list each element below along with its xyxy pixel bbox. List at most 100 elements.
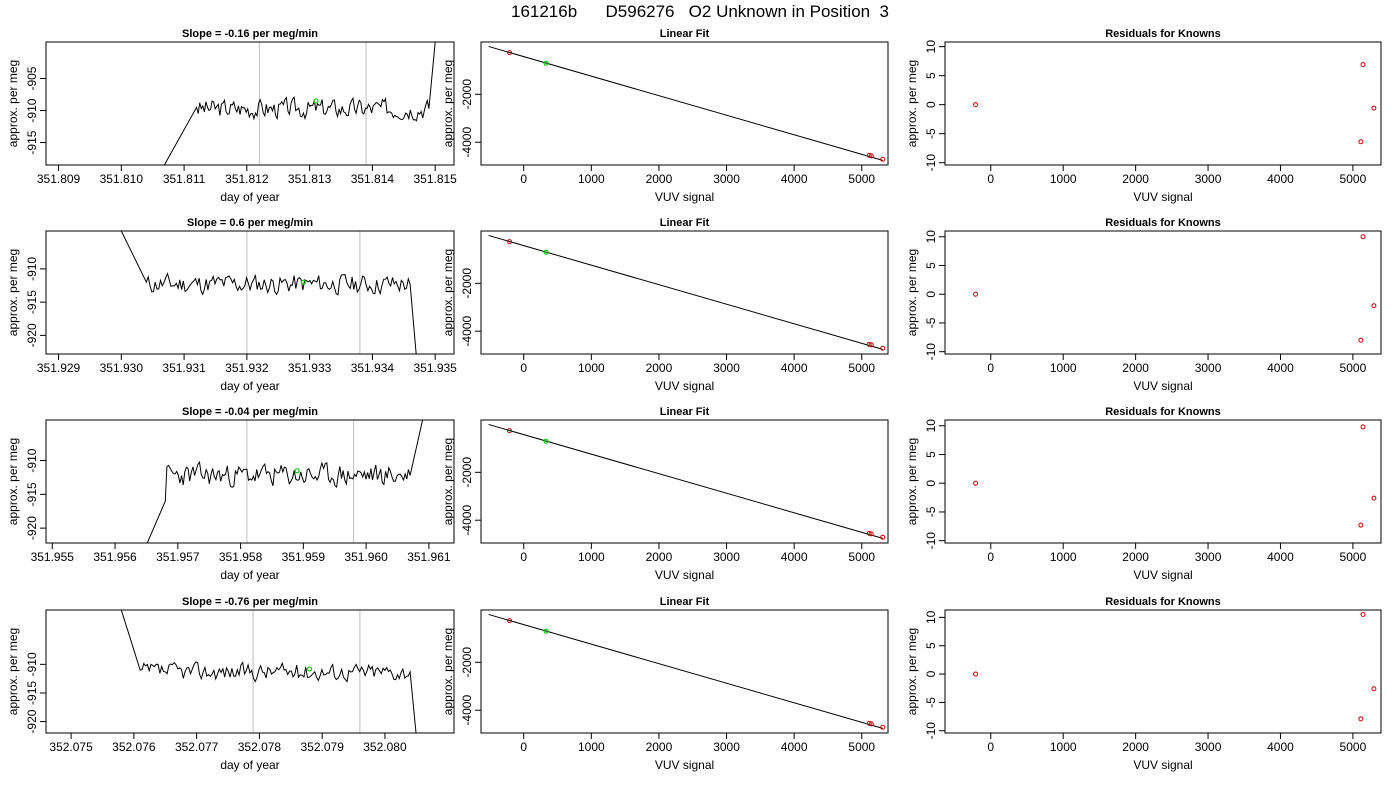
- fit-line: [488, 45, 883, 161]
- x-axis-label: VUV signal: [655, 568, 714, 582]
- x-tick-label: 3000: [1195, 361, 1222, 375]
- x-tick-label: 351.958: [219, 550, 263, 564]
- y-tick-label: 0: [924, 480, 938, 487]
- y-tick-label: -5: [924, 506, 938, 517]
- x-tick-label: 351.932: [225, 361, 269, 375]
- x-tick-label: 0: [987, 361, 994, 375]
- x-axis-label: VUV signal: [655, 758, 714, 772]
- series-line: [146, 420, 424, 543]
- unknown-point: [543, 249, 549, 255]
- fit-line: [488, 613, 883, 729]
- series-line: [120, 610, 417, 733]
- residual-point: [1358, 522, 1364, 528]
- panel-title: Slope = -0.16 per meg/min: [182, 28, 318, 40]
- y-tick-label: -2000: [460, 79, 474, 110]
- y-axis-label: approx. per meg: [441, 628, 455, 715]
- residual-point: [1360, 62, 1366, 68]
- unknown-point: [300, 279, 306, 285]
- y-tick-label: -910: [25, 448, 39, 472]
- x-tick-label: 3000: [713, 172, 740, 186]
- x-axis-label: VUV signal: [1133, 190, 1192, 204]
- panel-title: Linear Fit: [660, 28, 710, 40]
- x-tick-label: 5000: [1340, 361, 1367, 375]
- known-point: [880, 156, 886, 162]
- y-tick-label: -10: [924, 532, 938, 550]
- panel-title: Linear Fit: [660, 406, 710, 418]
- y-tick-label: -4000: [460, 505, 474, 536]
- x-tick-label: 3000: [1195, 172, 1222, 186]
- x-tick-label: 351.956: [93, 550, 137, 564]
- plot-frame: [45, 609, 455, 734]
- panel-2-3: Residuals for Knowns 0 1000 2000 3000 4000 500…: [905, 217, 1382, 393]
- plot-area: [163, 42, 436, 165]
- x-axis-label: VUV signal: [655, 379, 714, 393]
- x-tick-label: 2000: [646, 172, 673, 186]
- x-tick-label: 4000: [1267, 740, 1294, 754]
- known-point: [880, 534, 886, 540]
- y-tick-label: -10: [924, 722, 938, 740]
- x-tick-label: 1000: [1050, 361, 1077, 375]
- x-tick-label: 5000: [848, 740, 875, 754]
- x-tick-label: 351.810: [100, 172, 144, 186]
- x-axis-label: VUV signal: [1133, 758, 1192, 772]
- x-tick-label: 351.957: [156, 550, 200, 564]
- x-tick-label: 351.960: [344, 550, 388, 564]
- y-tick-label: -5: [924, 128, 938, 139]
- residual-point: [1358, 139, 1364, 145]
- series-line: [163, 42, 436, 165]
- y-tick-label: -920: [25, 323, 39, 347]
- known-point: [880, 724, 886, 730]
- x-tick-label: 1000: [1050, 740, 1077, 754]
- y-axis-label: approx. per meg: [6, 249, 20, 336]
- x-tick-label: 4000: [1267, 172, 1294, 186]
- x-tick-label: 1000: [578, 172, 605, 186]
- y-tick-label: -915: [25, 130, 39, 154]
- x-tick-label: 4000: [1267, 550, 1294, 564]
- x-tick-label: 1000: [1050, 172, 1077, 186]
- plot-frame: [45, 419, 455, 544]
- x-tick-label: 2000: [1122, 172, 1149, 186]
- y-axis-label: approx. per meg: [441, 60, 455, 147]
- x-tick-label: 3000: [1195, 740, 1222, 754]
- x-tick-label: 352.075: [49, 740, 93, 754]
- known-point: [868, 342, 874, 348]
- x-axis-label: VUV signal: [1133, 568, 1192, 582]
- known-point: [507, 50, 513, 56]
- y-tick-label: 10: [924, 40, 938, 54]
- residual-point: [973, 291, 979, 297]
- y-tick-label: -4000: [460, 127, 474, 158]
- plot-area: [488, 234, 886, 351]
- residual-point: [1371, 303, 1377, 309]
- panel-4-1: Slope = -0.76 per meg/min 352.075 352.076 3…: [6, 596, 455, 772]
- panel-title: Residuals for Knowns: [1105, 28, 1221, 40]
- x-tick-label: 351.814: [351, 172, 395, 186]
- x-tick-label: 351.935: [413, 361, 457, 375]
- y-axis-label: approx. per meg: [905, 249, 919, 336]
- x-tick-label: 351.933: [288, 361, 332, 375]
- panel-title: Linear Fit: [660, 596, 710, 608]
- plot-area: [146, 420, 424, 543]
- y-tick-label: 5: [924, 72, 938, 79]
- x-tick-label: 5000: [848, 172, 875, 186]
- x-tick-label: 1000: [578, 740, 605, 754]
- x-tick-label: 352.080: [363, 740, 407, 754]
- residual-point: [1360, 612, 1366, 618]
- x-tick-label: 3000: [713, 361, 740, 375]
- known-point: [868, 721, 874, 727]
- panel-title: Linear Fit: [660, 217, 710, 229]
- residual-point: [1358, 716, 1364, 722]
- x-tick-label: 351.815: [413, 172, 457, 186]
- plot-area: [973, 612, 1377, 722]
- y-axis-label: approx. per meg: [905, 628, 919, 715]
- page-title: 161216b D596276 O2 Unknown in Position 3: [510, 2, 890, 21]
- y-tick-label: -910: [25, 652, 39, 676]
- x-tick-label: 351.930: [100, 361, 144, 375]
- x-tick-label: 3000: [713, 550, 740, 564]
- residual-point: [1371, 105, 1377, 111]
- x-tick-label: 1000: [1050, 550, 1077, 564]
- plot-area: [973, 424, 1377, 528]
- plot-frame: [480, 609, 889, 734]
- x-tick-label: 351.955: [31, 550, 75, 564]
- y-tick-label: -10: [924, 154, 938, 172]
